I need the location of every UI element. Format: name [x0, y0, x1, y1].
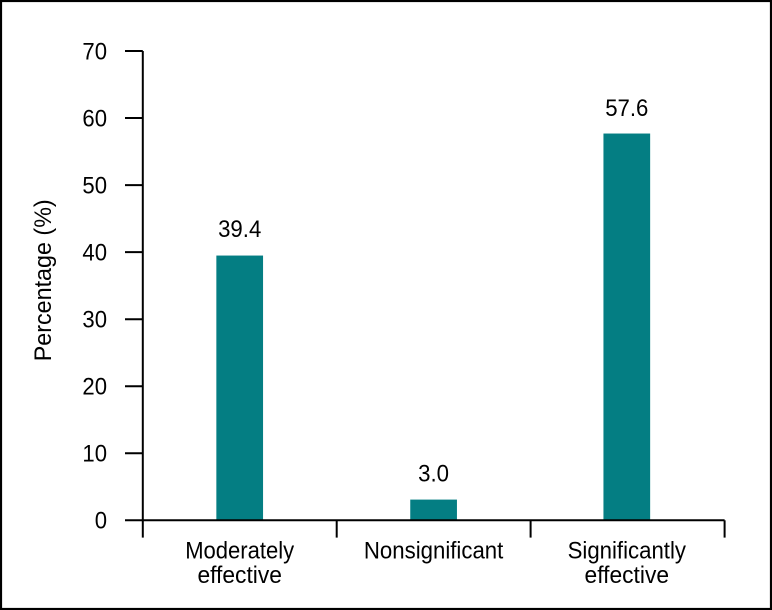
svg-text:effective: effective: [197, 562, 282, 589]
svg-text:50: 50: [82, 172, 107, 199]
svg-text:20: 20: [82, 374, 107, 401]
svg-text:Significantly: Significantly: [568, 537, 686, 564]
svg-text:effective: effective: [585, 562, 670, 589]
svg-text:Nonsignificant: Nonsignificant: [364, 537, 504, 564]
svg-text:Moderately: Moderately: [185, 537, 294, 564]
svg-text:40: 40: [82, 239, 107, 266]
svg-text:57.6: 57.6: [605, 95, 648, 122]
svg-text:3.0: 3.0: [418, 461, 449, 488]
svg-text:30: 30: [82, 307, 107, 334]
svg-text:10: 10: [82, 441, 107, 468]
svg-text:39.4: 39.4: [218, 216, 261, 243]
svg-text:60: 60: [82, 105, 107, 132]
svg-text:70: 70: [82, 38, 107, 65]
svg-text:0: 0: [95, 508, 107, 535]
svg-text:Percentage (%): Percentage (%): [30, 199, 57, 361]
